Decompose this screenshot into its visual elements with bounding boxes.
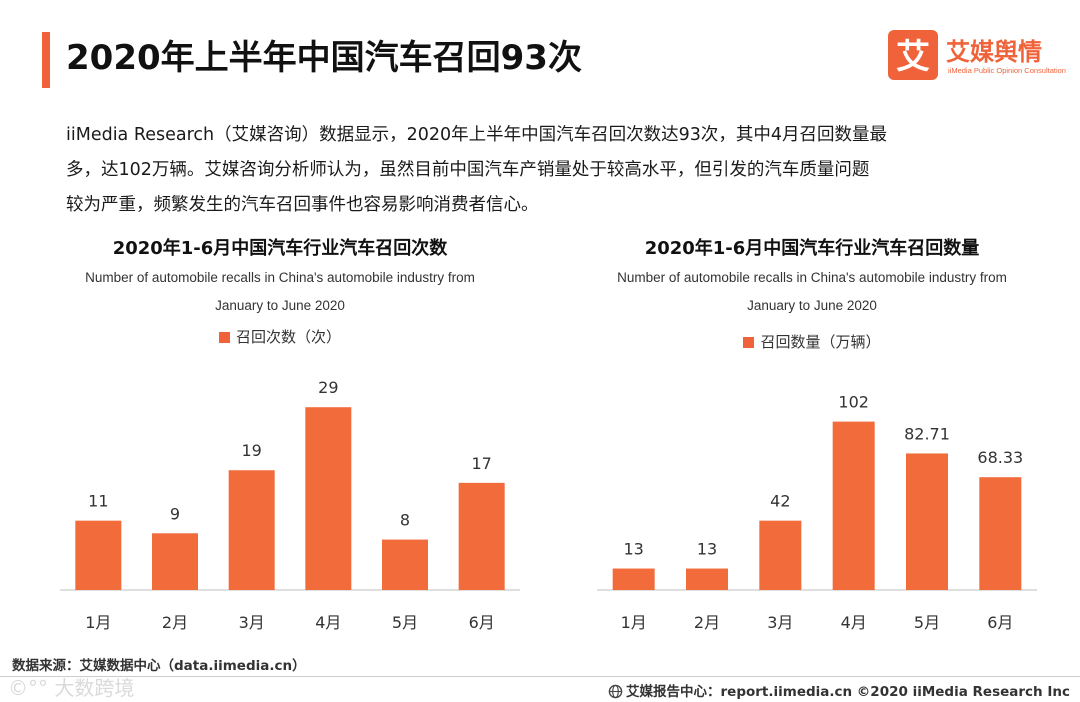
x-tick-label: 4月 xyxy=(315,613,341,632)
bar[interactable] xyxy=(979,477,1022,590)
logo-subtitle: iiMedia Public Opinion Consultation xyxy=(948,66,1066,75)
logo-name: 艾媒舆情 xyxy=(946,38,1042,66)
data-label: 17 xyxy=(471,454,491,473)
data-label: 8 xyxy=(400,511,410,530)
chart-legend: 召回次数（次） xyxy=(30,326,530,347)
brand-logo[interactable]: 艾 艾媒舆情 iiMedia Public Opinion Consultati… xyxy=(888,30,1068,82)
x-tick-label: 2月 xyxy=(162,613,188,632)
footer-report-text: 艾媒报告中心：report.iimedia.cn ©2020 iiMedia R… xyxy=(626,684,1070,700)
x-tick-label: 3月 xyxy=(767,613,793,632)
title-accent-bar xyxy=(42,32,50,88)
chart-subtitle-line-2: January to June 2020 xyxy=(747,298,877,313)
chart-legend: 召回数量（万辆） xyxy=(562,331,1062,352)
bar[interactable] xyxy=(152,533,198,590)
data-label: 11 xyxy=(88,492,108,511)
legend-label: 召回次数（次） xyxy=(235,328,341,346)
bar[interactable] xyxy=(305,407,352,590)
data-label: 82.71 xyxy=(904,424,950,443)
chart-subtitle: Number of automobile recalls in China's … xyxy=(562,264,1062,320)
bar[interactable] xyxy=(458,482,505,590)
bar[interactable] xyxy=(612,568,655,590)
data-label: 102 xyxy=(838,393,869,412)
chart-title: 2020年1-6月中国汽车行业汽车召回次数 xyxy=(112,238,448,259)
watermark: ©°° 大数跨境 xyxy=(8,676,135,700)
data-label: 68.33 xyxy=(977,448,1023,467)
data-label: 9 xyxy=(170,504,180,523)
bar[interactable] xyxy=(832,421,875,590)
data-source: 数据来源：艾媒数据中心（data.iimedia.cn） xyxy=(12,658,306,674)
chart-subtitle: Number of automobile recalls in China's … xyxy=(30,264,530,320)
chart-subtitle-line-2: January to June 2020 xyxy=(215,298,345,313)
x-tick-label: 1月 xyxy=(85,613,111,632)
intro-paragraph: iiMedia Research（艾媒咨询）数据显示，2020年上半年中国汽车召… xyxy=(66,118,1016,223)
legend-swatch xyxy=(743,337,755,348)
bar[interactable] xyxy=(759,520,802,590)
bar[interactable] xyxy=(382,539,428,590)
bar[interactable] xyxy=(686,568,728,590)
intro-line-3: 较为严重，频繁发生的汽车召回事件也容易影响消费者信心。 xyxy=(66,195,539,215)
x-tick-label: 3月 xyxy=(239,613,265,632)
chart-subtitle-line-1: Number of automobile recalls in China's … xyxy=(85,270,475,285)
data-label: 13 xyxy=(623,540,643,559)
logo-char: 艾 xyxy=(896,37,930,77)
data-label: 29 xyxy=(318,378,338,397)
x-tick-label: 4月 xyxy=(841,613,867,632)
data-label: 42 xyxy=(770,492,790,511)
x-tick-label: 5月 xyxy=(914,613,940,632)
legend-label: 召回数量（万辆） xyxy=(760,333,881,351)
data-label: 13 xyxy=(697,540,717,559)
logo-mark-icon: 艾 xyxy=(888,30,938,80)
intro-line-1: iiMedia Research（艾媒咨询）数据显示，2020年上半年中国汽车召… xyxy=(66,125,888,145)
chart-subtitle-line-1: Number of automobile recalls in China's … xyxy=(617,270,1007,285)
chart-recall-quantity: 2020年1-6月中国汽车行业汽车召回数量 Number of automobi… xyxy=(562,232,1062,642)
data-label: 19 xyxy=(241,441,261,460)
bar[interactable] xyxy=(228,470,275,590)
chart-recall-count: 2020年1-6月中国汽车行业汽车召回次数 Number of automobi… xyxy=(30,232,530,642)
footer-divider xyxy=(0,676,1080,677)
footer-report[interactable]: 艾媒报告中心：report.iimedia.cn ©2020 iiMedia R… xyxy=(608,680,1070,700)
bar[interactable] xyxy=(75,520,122,590)
x-tick-label: 6月 xyxy=(987,613,1013,632)
x-tick-label: 5月 xyxy=(392,613,418,632)
x-tick-label: 1月 xyxy=(621,613,647,632)
chart-title: 2020年1-6月中国汽车行业汽车召回数量 xyxy=(644,238,980,259)
x-tick-label: 2月 xyxy=(694,613,720,632)
legend-swatch xyxy=(218,332,230,343)
page-title: 2020年上半年中国汽车召回93次 xyxy=(66,38,582,78)
x-tick-label: 6月 xyxy=(469,613,495,632)
globe-icon xyxy=(608,684,623,699)
intro-line-2: 多，达102万辆。艾媒咨询分析师认为，虽然目前中国汽车产销量处于较高水平，但引发… xyxy=(66,160,870,180)
chart-plot: 11 1月 9 2月 19 3月 29 4月 8 5月 17 6月 xyxy=(60,378,520,632)
chart-plot: 13 1月 13 2月 42 3月 102 4月 82.71 5月 68.33 6月 xyxy=(597,393,1037,632)
bar[interactable] xyxy=(906,453,948,590)
